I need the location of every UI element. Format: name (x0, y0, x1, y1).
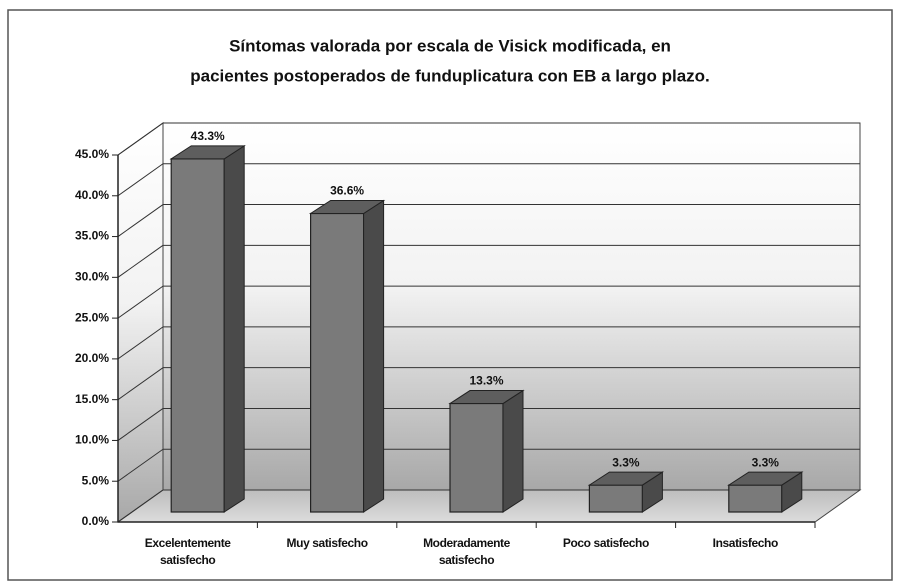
grid-line (117, 367, 164, 401)
bar-top (308, 200, 386, 215)
x-tick-label: Muy satisfecho (286, 536, 368, 550)
value-label: 3.3% (612, 455, 640, 469)
y-tick-label: 45.0% (75, 147, 109, 161)
bar (727, 471, 804, 513)
value-label: 3.3% (752, 455, 780, 469)
value-label: 43.3% (191, 129, 225, 143)
y-tick-label: 30.0% (75, 270, 109, 284)
bar-front (728, 484, 783, 513)
value-label: 13.3% (469, 374, 503, 388)
value-label: 36.6% (330, 184, 364, 198)
y-tick-label: 20.0% (75, 351, 109, 365)
chart-title: pacientes postoperados de funduplicatura… (190, 66, 710, 85)
x-tick-label: Excelentemente satisfecho (144, 536, 231, 567)
side-wall (117, 122, 164, 523)
bar (587, 471, 665, 513)
chart-title: Síntomas valorada por escala de Visick m… (229, 36, 671, 55)
bar (169, 144, 246, 513)
grid-line (117, 244, 164, 278)
bar-front (170, 158, 225, 513)
grid-line (117, 408, 164, 441)
grid-line (117, 163, 164, 197)
bar-front (310, 212, 365, 513)
bar-front (449, 402, 504, 513)
grid-line (117, 326, 164, 360)
bar-top (587, 471, 665, 486)
bar-side (223, 144, 245, 513)
bar (308, 199, 386, 513)
y-tick-label: 35.0% (75, 229, 109, 243)
x-tick-label: Poco satisfecho (562, 536, 649, 550)
y-tick-label: 5.0% (82, 473, 110, 487)
bar-side (502, 389, 524, 513)
grid-line (117, 285, 164, 319)
bar-side (363, 199, 385, 513)
grid-line (117, 122, 164, 156)
grid-line (117, 489, 164, 523)
y-tick-label: 40.0% (75, 188, 109, 202)
y-tick-label: 25.0% (75, 310, 109, 324)
y-tick-label: 10.0% (75, 433, 109, 447)
bar-top (448, 390, 525, 405)
grid-line (117, 204, 164, 237)
grid-line (117, 448, 164, 482)
bar (448, 389, 525, 513)
x-tick-label: Insatisfecho (712, 536, 779, 550)
bar-top (169, 145, 246, 160)
y-tick-label: 0.0% (82, 514, 110, 528)
bar-top (727, 471, 804, 486)
y-tick-label: 15.0% (75, 392, 109, 406)
plot-area: 0.0% 5.0% 10.0% 15.0% 20.0% 25.0% 30.0% 35.0% 40… (75, 122, 862, 528)
bar-front (588, 484, 644, 513)
x-tick-label: Moderadamente satisfecho (423, 536, 510, 567)
